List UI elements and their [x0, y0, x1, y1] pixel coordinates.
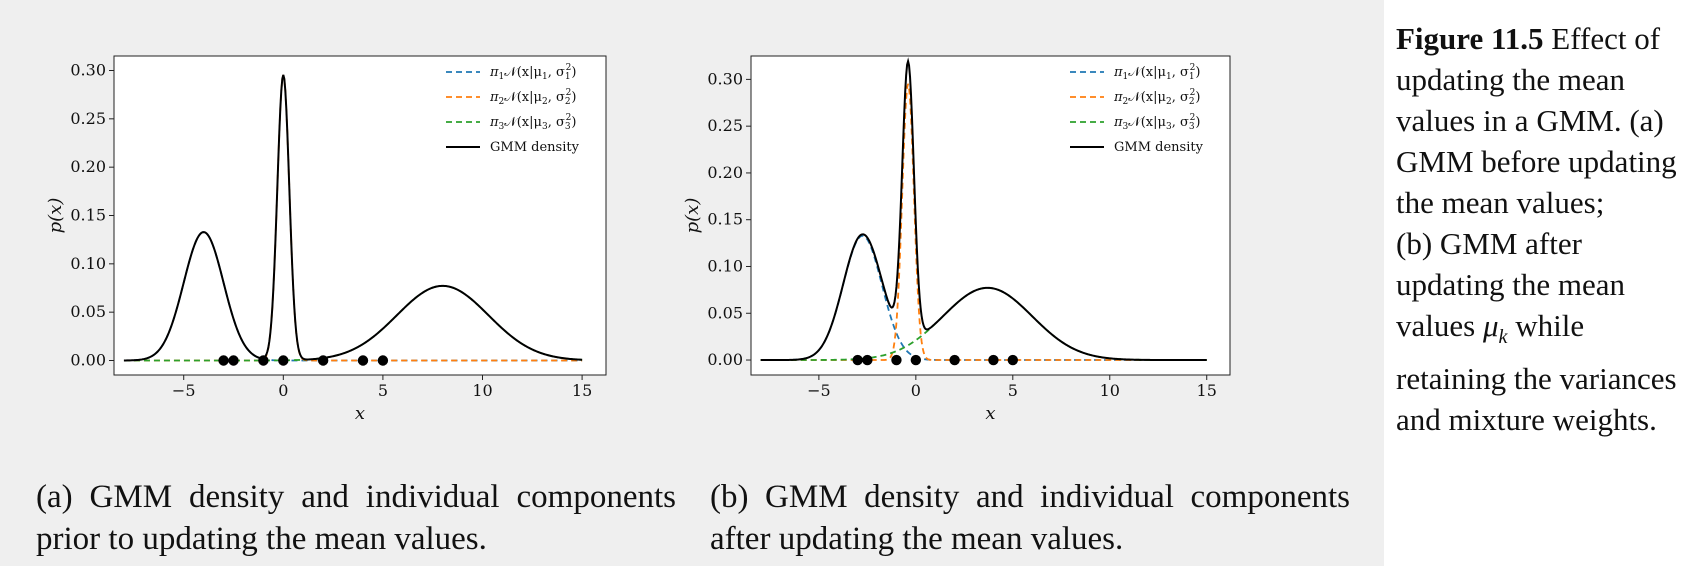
data-point: [317, 355, 329, 366]
y-tick-label: 0.00: [707, 350, 743, 369]
x-tick-label: 15: [572, 381, 592, 400]
x-tick-label: 15: [1197, 381, 1217, 400]
gmm-density-curve: [123, 74, 583, 362]
figure-caption: Figure 11.5 Effect of updating the mean …: [1396, 18, 1678, 440]
subcaption-b: (b) GMM density and individual component…: [710, 479, 1350, 557]
y-axis-label: p(x): [682, 198, 703, 234]
figure-caption-text-2: (b) GMM after updating the mean values: [1396, 226, 1625, 343]
y-tick-label: 0.20: [70, 157, 106, 176]
y-tick-label: 0.10: [70, 254, 106, 273]
x-tick-label: 0: [911, 381, 921, 400]
y-tick-label: 0.15: [70, 206, 106, 225]
legend-label: GMM density: [1114, 140, 1204, 155]
data-point: [228, 355, 239, 366]
x-tick-label: 10: [472, 381, 492, 400]
component-curve-pi2: [123, 74, 583, 362]
y-tick-label: 0.15: [707, 210, 743, 229]
y-axis-label: p(x): [45, 198, 66, 234]
data-point: [910, 354, 922, 366]
chart-b: −5 0 5 10 15 0.00 0.05 0.10 0.15 0.20 0.25 0.30 x p(x…: [682, 55, 1231, 424]
data-point: [218, 355, 229, 366]
x-tick-label: 0: [278, 381, 288, 400]
data-point: [377, 355, 389, 366]
data-point: [258, 355, 269, 366]
data-point: [862, 354, 873, 366]
y-tick-label: 0.30: [707, 69, 743, 88]
y-tick-label: 0.25: [707, 116, 743, 135]
x-tick-label: −5: [807, 381, 831, 400]
plot-area: [750, 55, 1231, 376]
gmm-density-curve: [760, 57, 1207, 362]
data-point: [1007, 354, 1019, 366]
x-tick-label: 5: [1008, 381, 1018, 400]
x-tick-label: 5: [378, 381, 388, 400]
y-tick-label: 0.00: [70, 351, 106, 370]
data-point: [852, 354, 863, 366]
legend-label: π3𝒩(x|μ3, σ32): [489, 113, 576, 132]
y-tick-label: 0.20: [707, 163, 743, 182]
y-tick-label: 0.10: [707, 256, 743, 275]
plot-area: [113, 55, 607, 376]
x-tick-label: 10: [1100, 381, 1120, 400]
y-tick-label: 0.25: [70, 109, 106, 128]
figure-label: Figure 11.5: [1396, 21, 1544, 56]
x-axis-label: x: [355, 403, 365, 424]
figure-caption-text-1: Effect of updating the mean values in a …: [1396, 21, 1677, 220]
legend-label: π3𝒩(x|μ3, σ32): [1113, 113, 1200, 132]
y-tick-label: 0.05: [707, 303, 743, 322]
x-tick-label: −5: [172, 381, 196, 400]
y-tick-label: 0.05: [70, 302, 106, 321]
legend-label: π1𝒩(x|μ1, σ12): [1113, 63, 1200, 82]
subcaption-a: (a) GMM density and individual component…: [36, 479, 676, 557]
data-point: [891, 354, 902, 366]
y-tick-label: 0.30: [70, 61, 106, 80]
data-point: [357, 355, 369, 366]
legend-label: π2𝒩(x|μ2, σ22): [1113, 88, 1200, 107]
legend-label: π2𝒩(x|μ2, σ22): [489, 88, 576, 107]
mu-symbol: μk: [1482, 308, 1508, 349]
data-point: [988, 354, 999, 366]
data-point: [278, 355, 289, 366]
data-point: [949, 354, 960, 366]
x-axis-label: x: [985, 403, 995, 424]
legend-label: GMM density: [490, 140, 580, 155]
chart-a: −5 0 5 10 15 0.00 0.05 0.10 0.15 0.20 0.25 0.30 x p(x…: [45, 55, 607, 424]
legend-label: π1𝒩(x|μ1, σ12): [489, 63, 576, 82]
figure-caption-text-3: while retaining the variances and mixtur…: [1396, 308, 1677, 438]
